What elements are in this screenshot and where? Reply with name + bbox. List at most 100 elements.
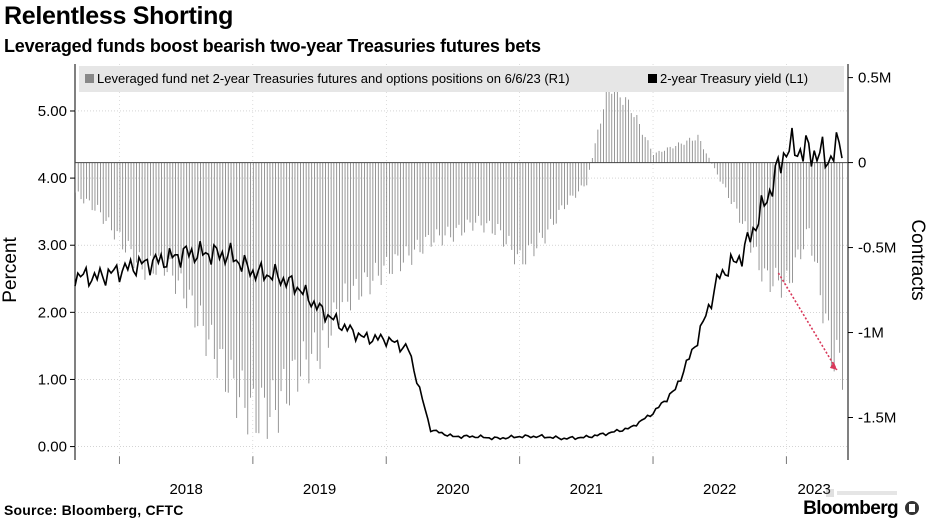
bar xyxy=(639,124,640,163)
bar xyxy=(302,162,304,342)
bar xyxy=(94,162,96,211)
left-tick-label: 5.00 xyxy=(38,103,67,120)
bar xyxy=(650,148,652,163)
bar xyxy=(213,162,215,359)
bar xyxy=(122,162,124,250)
bar xyxy=(625,97,627,163)
bar xyxy=(83,162,85,204)
bar xyxy=(778,162,779,281)
right-tick-label: -0.5M xyxy=(858,240,896,257)
bar xyxy=(158,162,160,256)
bar xyxy=(708,157,710,163)
bar xyxy=(227,162,229,393)
bar xyxy=(433,162,435,243)
watermark-logo xyxy=(826,489,897,497)
bar xyxy=(144,162,146,280)
bar xyxy=(200,162,201,306)
bar xyxy=(183,162,185,299)
bar xyxy=(494,162,496,235)
bar xyxy=(461,162,463,236)
bar xyxy=(269,162,271,417)
bar xyxy=(102,162,104,224)
bar xyxy=(683,144,685,163)
bar xyxy=(97,162,99,205)
legend: Leveraged fund net 2-year Treasuries fut… xyxy=(79,66,844,92)
bar xyxy=(366,162,368,277)
bar xyxy=(800,162,802,260)
bar xyxy=(730,162,732,204)
bar xyxy=(569,162,571,196)
bar xyxy=(116,162,118,232)
bar xyxy=(469,162,471,223)
bar xyxy=(533,162,535,257)
bar xyxy=(728,162,729,198)
bar xyxy=(608,79,610,163)
bar xyxy=(689,137,691,163)
bar xyxy=(125,162,126,253)
bar xyxy=(130,162,132,250)
bar xyxy=(250,162,251,398)
bar xyxy=(539,162,540,233)
bar xyxy=(755,162,757,247)
bar xyxy=(402,162,404,263)
bar xyxy=(308,162,310,384)
bar xyxy=(108,162,110,218)
bar xyxy=(636,115,638,163)
bar xyxy=(753,162,754,248)
bar xyxy=(669,146,671,163)
bar xyxy=(630,113,632,163)
bar xyxy=(416,162,418,240)
bar xyxy=(819,162,821,296)
bar xyxy=(489,162,490,221)
bar xyxy=(358,162,360,300)
bar xyxy=(166,162,168,273)
bar xyxy=(372,162,374,281)
bar xyxy=(480,162,482,226)
bar xyxy=(616,82,618,163)
bar xyxy=(341,162,343,303)
bar xyxy=(772,162,774,287)
x-tick-label: 2023 xyxy=(798,481,831,498)
bar xyxy=(680,143,682,163)
bar xyxy=(294,162,296,360)
legend-swatch-bars xyxy=(85,74,94,83)
legend-label-bars: Leveraged fund net 2-year Treasuries fut… xyxy=(97,71,570,86)
bar xyxy=(75,162,76,193)
bar xyxy=(611,93,613,163)
bar xyxy=(450,162,452,238)
bar xyxy=(411,162,413,265)
bar xyxy=(705,153,707,163)
bar xyxy=(330,162,332,336)
bar xyxy=(455,162,457,228)
right-tick-label: -1.5M xyxy=(858,410,896,427)
bar xyxy=(314,162,315,333)
bar xyxy=(252,162,254,389)
bar xyxy=(605,85,607,163)
bar xyxy=(400,162,401,272)
bar xyxy=(383,162,385,266)
bar xyxy=(458,162,460,225)
bar xyxy=(842,162,843,390)
bar xyxy=(377,162,379,276)
bar xyxy=(77,162,79,192)
bar xyxy=(375,162,376,263)
bar xyxy=(530,162,532,244)
bar xyxy=(113,162,115,240)
bar xyxy=(186,162,188,309)
bar xyxy=(644,137,646,163)
bar xyxy=(172,162,174,276)
bar xyxy=(555,162,557,224)
bar xyxy=(464,162,465,233)
bar xyxy=(344,162,346,284)
bar xyxy=(767,162,768,271)
bar xyxy=(792,162,793,283)
bar xyxy=(161,162,162,259)
bar xyxy=(786,162,788,271)
bar xyxy=(817,162,818,263)
bar xyxy=(558,162,560,210)
bar xyxy=(622,104,624,163)
bar xyxy=(163,162,165,276)
bar xyxy=(283,162,285,369)
bar xyxy=(522,162,524,265)
bar xyxy=(739,162,741,223)
